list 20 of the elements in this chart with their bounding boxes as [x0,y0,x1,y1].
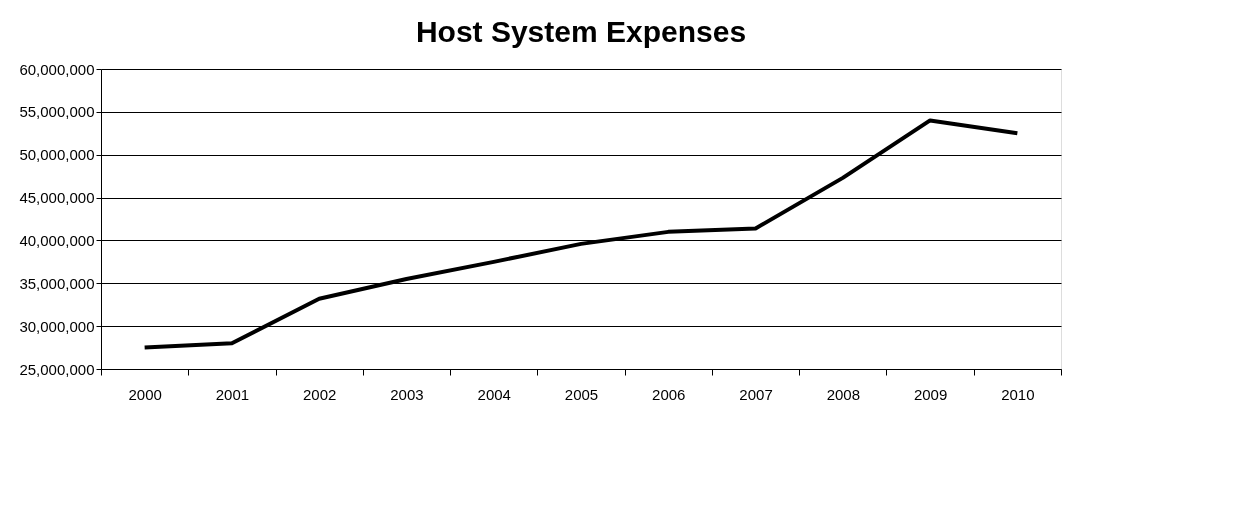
chart-title: Host System Expenses [415,15,747,48]
x-tick-label: 2008 [826,385,861,403]
x-tick-label: 2000 [128,385,162,403]
x-tick-label: 2006 [652,385,686,403]
y-tick-label: 25,000,000 [19,360,95,378]
x-tick-label: 2003 [390,385,424,403]
y-tick-label: 60,000,000 [19,60,95,78]
x-tick-label: 2009 [913,385,948,403]
y-tick-label: 30,000,000 [19,317,95,335]
x-tick-label: 2004 [477,385,511,403]
x-tick-label: 2001 [215,385,250,403]
y-tick-label: 45,000,000 [19,189,95,207]
x-tick-label: 2002 [302,385,337,403]
x-tick-label: 2005 [564,385,599,403]
x-tick-label: 2007 [739,385,773,403]
y-tick-label: 40,000,000 [19,231,95,249]
x-tick-label: 2010 [1001,385,1035,403]
y-tick-label: 55,000,000 [19,103,95,121]
y-tick-label: 35,000,000 [19,274,95,292]
y-tick-label: 50,000,000 [19,146,95,164]
